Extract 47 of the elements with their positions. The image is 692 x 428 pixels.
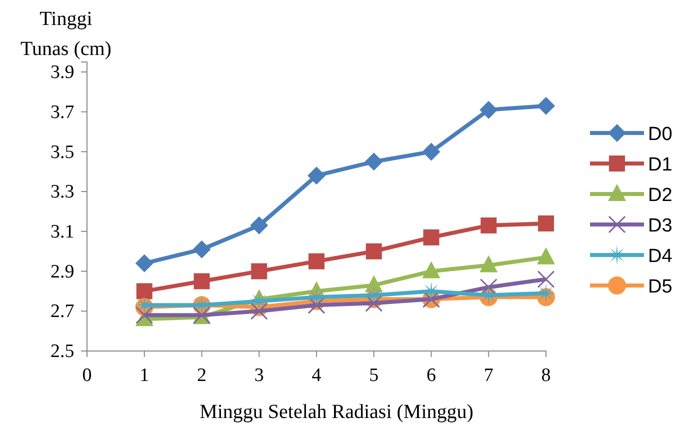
point <box>194 273 210 290</box>
x-tick-label: 2 <box>197 364 206 386</box>
point <box>136 306 154 324</box>
y-tick-label: 2.9 <box>50 261 74 282</box>
legend-label: D2 <box>648 185 672 206</box>
point <box>308 166 326 185</box>
point <box>192 240 211 258</box>
point <box>308 253 324 270</box>
point <box>537 270 555 288</box>
y-tick-label: 3.3 <box>50 182 74 203</box>
point <box>538 215 554 232</box>
point <box>480 217 497 234</box>
point <box>422 261 440 278</box>
point <box>251 263 268 280</box>
y-tick-label: 3.5 <box>50 142 74 163</box>
legend-label: D3 <box>648 216 672 236</box>
point <box>250 302 268 320</box>
y-tick-label: 2.5 <box>50 341 74 362</box>
point <box>480 100 498 119</box>
point <box>135 254 154 272</box>
point <box>250 216 268 234</box>
legend-label: D0 <box>648 124 672 145</box>
point <box>480 255 498 272</box>
point <box>537 96 555 115</box>
x-tick-label: 0 <box>82 364 92 386</box>
x-tick-label: 7 <box>484 364 494 386</box>
x-axis-title: Minggu Setelah Radiasi (Minggu) <box>200 401 474 423</box>
x-tick-label: 5 <box>369 364 379 386</box>
point <box>537 247 555 264</box>
legend-label: D1 <box>648 154 672 176</box>
point <box>136 283 152 300</box>
y-tick-label: 3.1 <box>50 221 74 242</box>
point <box>422 142 440 161</box>
x-tick-label: 1 <box>140 364 150 386</box>
point <box>366 243 382 260</box>
x-tick-label: 3 <box>254 364 264 386</box>
y-tick-label: 3.7 <box>50 102 74 123</box>
y-tick-label: 3.9 <box>50 62 74 84</box>
legend-label: D4 <box>648 246 673 267</box>
y-axis-title: Tinggi Tunas (cm) <box>20 8 112 60</box>
point <box>423 229 440 246</box>
y-tick-label: 2.7 <box>50 301 74 322</box>
point <box>364 152 383 171</box>
x-tick-label: 6 <box>426 364 436 386</box>
x-tick-label: 8 <box>541 364 551 386</box>
x-tick-label: 4 <box>312 364 322 386</box>
legend-label: D5 <box>648 276 672 298</box>
